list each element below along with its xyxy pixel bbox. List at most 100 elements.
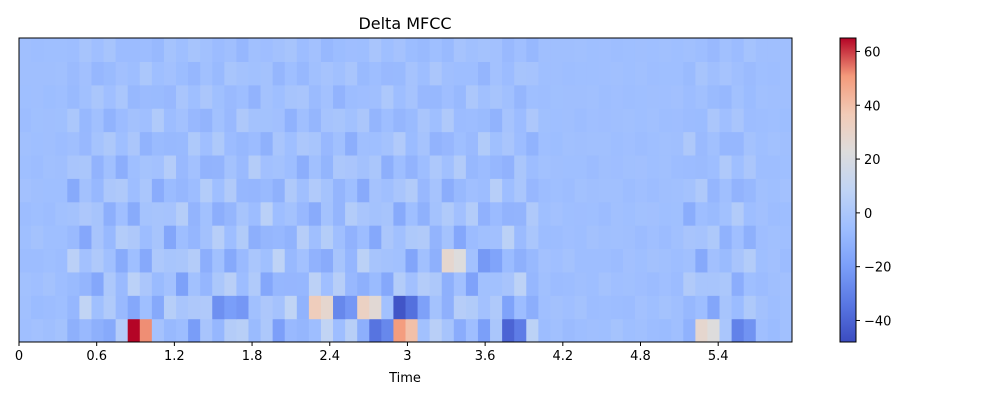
heatmap-cell: [200, 225, 213, 250]
heatmap-cell: [610, 61, 624, 86]
heatmap-cell: [574, 178, 588, 203]
heatmap-cell: [683, 154, 696, 179]
heatmap-cell: [610, 108, 624, 133]
heatmap-cell: [67, 271, 80, 296]
heatmap-cell: [369, 201, 382, 226]
heatmap-cell: [755, 318, 769, 342]
heatmap-cell: [490, 38, 503, 62]
heatmap-cell: [31, 108, 44, 133]
heatmap-cell: [574, 248, 588, 273]
heatmap-cell: [731, 248, 745, 273]
heatmap-cell: [67, 108, 80, 133]
heatmap-cell: [707, 178, 721, 203]
heatmap-cell: [586, 131, 600, 156]
heatmap-cell: [91, 201, 105, 226]
heatmap-cell: [562, 318, 576, 342]
heatmap-cell: [502, 108, 515, 133]
heatmap-cell: [538, 248, 552, 273]
heatmap-cell: [296, 295, 310, 320]
heatmap-cell: [707, 38, 721, 62]
heatmap-cell: [671, 178, 684, 203]
heatmap-cell: [707, 131, 721, 156]
heatmap-cell: [151, 248, 165, 273]
heatmap-cell: [176, 38, 189, 62]
heatmap-cell: [526, 108, 539, 133]
heatmap-cell: [236, 108, 250, 133]
heatmap-cell: [586, 295, 600, 320]
heatmap-cell: [31, 84, 44, 109]
heatmap-cell: [284, 201, 298, 226]
heatmap-cell: [429, 61, 443, 86]
heatmap-cell: [224, 318, 238, 342]
heatmap-cell: [115, 225, 129, 250]
heatmap-cell: [369, 38, 382, 62]
heatmap-cell: [598, 154, 612, 179]
colorbar: [839, 37, 857, 343]
heatmap-cell: [429, 154, 443, 179]
heatmap-cell: [659, 131, 672, 156]
heatmap-cell: [103, 248, 117, 273]
heatmap-cell: [574, 61, 588, 86]
heatmap-cell: [779, 248, 792, 273]
heatmap-cell: [139, 201, 153, 226]
heatmap-cell: [43, 38, 56, 62]
heatmap-cell: [731, 38, 745, 62]
heatmap-cell: [151, 178, 165, 203]
heatmap-cell: [622, 108, 636, 133]
heatmap-cell: [103, 201, 117, 226]
heatmap-cell: [514, 38, 527, 62]
heatmap-cell: [598, 248, 612, 273]
heatmap-cell: [755, 178, 769, 203]
heatmap-cell: [31, 131, 44, 156]
heatmap-cell: [393, 318, 407, 342]
heatmap-cell: [707, 154, 721, 179]
heatmap-cell: [453, 38, 467, 62]
heatmap-cell: [272, 131, 286, 156]
heatmap-cell: [127, 225, 141, 250]
heatmap-cell: [586, 225, 600, 250]
heatmap-cell: [236, 84, 250, 109]
heatmap-cell: [767, 271, 781, 296]
heatmap-cell: [441, 154, 455, 179]
heatmap-cell: [538, 178, 552, 203]
heatmap-cell: [405, 295, 419, 320]
heatmap-cell: [333, 131, 346, 156]
heatmap-cell: [659, 201, 672, 226]
heatmap-cell: [224, 38, 238, 62]
heatmap-cell: [19, 248, 32, 273]
heatmap-cell: [755, 38, 769, 62]
heatmap-cell: [465, 131, 479, 156]
heatmap-cell: [320, 248, 334, 273]
heatmap-cell: [441, 84, 455, 109]
heatmap-cell: [345, 61, 358, 86]
heatmap-cell: [260, 61, 274, 86]
heatmap-cell: [115, 318, 129, 342]
colorbar-tick-label: 60: [864, 45, 881, 60]
heatmap-cell: [393, 225, 407, 250]
heatmap-cell: [598, 38, 612, 62]
heatmap-cell: [308, 201, 322, 226]
heatmap-cell: [188, 154, 201, 179]
heatmap-cell: [755, 271, 769, 296]
heatmap-cell: [296, 271, 310, 296]
heatmap-cell: [393, 248, 407, 273]
heatmap-cell: [514, 225, 527, 250]
heatmap-cell: [188, 271, 201, 296]
heatmap-cell: [260, 131, 274, 156]
heatmap-cell: [538, 84, 552, 109]
heatmap-cell: [719, 108, 733, 133]
heatmap-cell: [67, 178, 80, 203]
heatmap-cell: [526, 225, 539, 250]
heatmap-cell: [731, 108, 745, 133]
heatmap-cell: [647, 108, 660, 133]
heatmap-cell: [320, 108, 334, 133]
heatmap-cell: [755, 61, 769, 86]
heatmap-cell: [176, 295, 189, 320]
heatmap-cell: [441, 61, 455, 86]
heatmap-cell: [405, 201, 419, 226]
heatmap-cell: [308, 271, 322, 296]
heatmap-cell: [671, 318, 684, 342]
heatmap-cell: [212, 225, 225, 250]
x-tick-label: 2.4: [319, 349, 340, 364]
heatmap-cell: [659, 178, 672, 203]
